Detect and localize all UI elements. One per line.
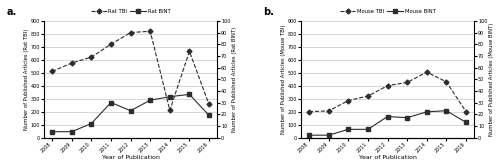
Rat BINT <box>108 102 114 104</box>
Mouse BINT <box>463 121 469 123</box>
Line: Rat BINT: Rat BINT <box>50 93 211 133</box>
Rat BINT <box>186 93 192 95</box>
Rat BINT <box>167 96 173 98</box>
Rat TBI <box>88 56 94 58</box>
Legend: Mouse TBI, Mouse BINT: Mouse TBI, Mouse BINT <box>338 7 438 16</box>
Line: Mouse TBI: Mouse TBI <box>308 70 468 113</box>
Mouse BINT <box>306 134 312 136</box>
Mouse TBI <box>444 81 450 83</box>
Y-axis label: Number of Published Articles (Mouse TBI): Number of Published Articles (Mouse TBI) <box>280 24 285 134</box>
Y-axis label: Number of Published Articles (Rat TBI): Number of Published Articles (Rat TBI) <box>24 29 28 130</box>
Rat TBI <box>206 103 212 105</box>
Mouse BINT <box>444 110 450 112</box>
Mouse TBI <box>365 95 371 97</box>
Y-axis label: Number of Published Articles (Mouse BINT): Number of Published Articles (Mouse BINT… <box>490 23 494 136</box>
Rat BINT <box>88 123 94 124</box>
Mouse TBI <box>326 110 332 112</box>
Rat TBI <box>69 62 75 64</box>
Mouse TBI <box>404 82 410 83</box>
Rat TBI <box>128 32 134 34</box>
Rat TBI <box>167 109 173 111</box>
Rat BINT <box>69 131 75 133</box>
Rat TBI <box>186 50 192 52</box>
Rat BINT <box>128 110 134 112</box>
Mouse BINT <box>384 116 390 118</box>
Mouse BINT <box>424 111 430 113</box>
Mouse BINT <box>404 117 410 119</box>
X-axis label: Year of Publication: Year of Publication <box>358 155 416 161</box>
Mouse TBI <box>346 100 352 102</box>
Mouse BINT <box>326 134 332 136</box>
Legend: Rat TBI, Rat BINT: Rat TBI, Rat BINT <box>88 7 172 16</box>
Rat TBI <box>108 43 114 45</box>
Line: Rat TBI: Rat TBI <box>50 30 211 112</box>
Mouse TBI <box>384 85 390 87</box>
Rat BINT <box>206 114 212 116</box>
Mouse TBI <box>306 111 312 113</box>
Mouse BINT <box>346 128 352 130</box>
Mouse TBI <box>424 71 430 73</box>
Y-axis label: Number of Published Articles (Rat BINT): Number of Published Articles (Rat BINT) <box>232 27 237 132</box>
Mouse TBI <box>463 111 469 113</box>
Line: Mouse BINT: Mouse BINT <box>308 109 468 137</box>
Rat BINT <box>147 99 153 101</box>
X-axis label: Year of Publication: Year of Publication <box>102 155 160 161</box>
Rat TBI <box>49 70 55 72</box>
Mouse BINT <box>365 128 371 130</box>
Rat TBI <box>147 30 153 32</box>
Text: b.: b. <box>264 7 274 17</box>
Text: a.: a. <box>6 7 16 17</box>
Rat BINT <box>49 131 55 133</box>
